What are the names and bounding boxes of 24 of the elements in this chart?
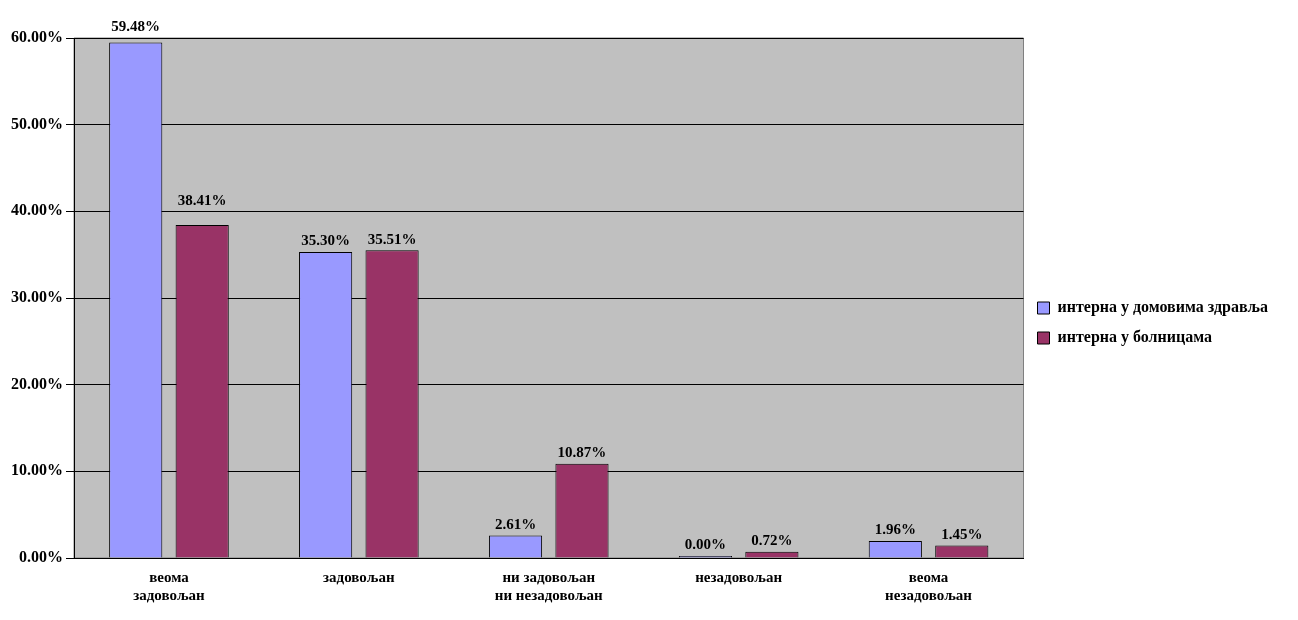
data-label: 0.00% [684, 536, 727, 553]
data-label: 0.72% [751, 532, 793, 549]
x-tick-label: веома незадовољан [885, 568, 973, 603]
x-tick-label: веома задовољан [133, 568, 206, 603]
y-tick-label: 60.00% [11, 28, 63, 46]
data-label: 38.41% [177, 191, 227, 208]
data-label: 1.96% [874, 521, 916, 538]
x-tick-label: незадовољан [695, 568, 783, 585]
data-label: 10.87% [557, 444, 607, 461]
y-tick-label: 40.00% [11, 201, 63, 219]
data-label: 59.48% [111, 18, 161, 35]
y-tick-label: 20.00% [11, 374, 63, 392]
data-label: 35.30% [301, 232, 350, 249]
data-label: 2.61% [494, 515, 537, 532]
y-tick-label: 50.00% [11, 114, 63, 132]
y-tick-label: 0.00% [19, 548, 63, 566]
x-tick-label: ни задовољан ни незадовољан [494, 568, 604, 603]
y-tick-label: 30.00% [11, 288, 63, 306]
data-label: 35.51% [367, 230, 417, 247]
legend-label: интерна у болницама [1057, 328, 1213, 347]
legend-label: интерна у домовима здравља [1057, 298, 1269, 317]
y-tick-label: 10.00% [11, 461, 63, 479]
data-label: 1.45% [941, 525, 983, 542]
x-tick-label: задовољан [323, 568, 395, 585]
